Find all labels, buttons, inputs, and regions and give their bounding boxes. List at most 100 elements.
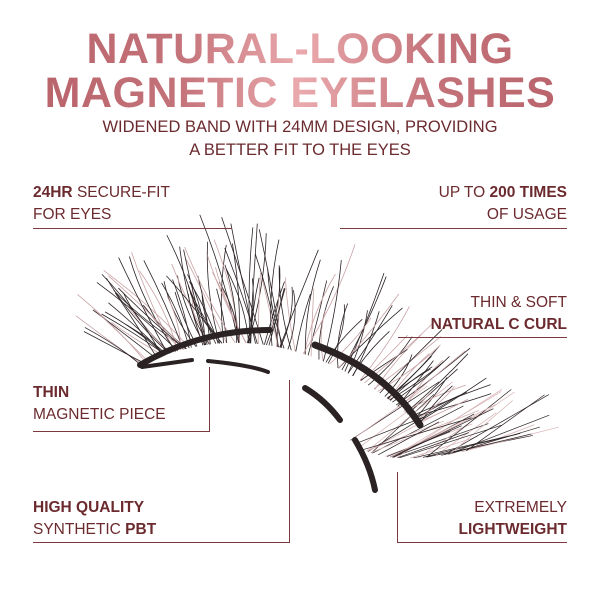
lash-strand <box>261 276 279 348</box>
lash-strand <box>266 267 281 346</box>
lash-strand <box>254 253 279 348</box>
lash-strand <box>426 389 512 458</box>
lash-strand <box>189 290 223 344</box>
subtitle-line-2: A BETTER FIT TO THE EYES <box>189 141 411 159</box>
lash-strand <box>106 277 170 354</box>
divider-line <box>33 228 232 230</box>
lash-strand <box>276 296 280 347</box>
lash-strand <box>268 288 286 346</box>
divider-line <box>398 337 567 339</box>
lash-strand <box>118 287 186 350</box>
lash-strand <box>399 424 502 459</box>
lash-strand <box>131 252 176 352</box>
lash-strand <box>413 433 521 459</box>
magnetic-piece <box>352 437 378 493</box>
lash-strand <box>263 281 285 345</box>
lash-strand <box>310 288 315 357</box>
feature-magnetic: THIN MAGNETIC PIECE <box>33 382 166 426</box>
lash-strand <box>284 277 296 352</box>
lash-strand <box>139 270 178 352</box>
lash-strand <box>352 311 380 377</box>
lash-strand <box>114 292 158 359</box>
feature-material-bold2: PBT <box>125 521 157 538</box>
feature-weight-bold: LIGHTWEIGHT <box>458 521 568 538</box>
lash-strand <box>363 417 472 450</box>
lash-strand <box>224 264 237 343</box>
lash-strand <box>388 353 430 400</box>
lash-strand <box>450 400 513 455</box>
lash-strand <box>327 304 345 364</box>
lash-strand <box>372 405 464 454</box>
feature-curl: THIN & SOFT NATURAL C CURL <box>431 292 567 336</box>
lash-band <box>137 327 273 368</box>
feature-magnetic-line2: MAGNETIC PIECE <box>33 406 166 423</box>
lash-strand <box>303 273 336 355</box>
lash-strand <box>374 334 422 390</box>
lash-strand <box>405 353 469 414</box>
lash-strand <box>103 270 190 349</box>
title-line-2: MAGNETIC EYELASHES <box>0 70 600 116</box>
lash-strand <box>392 391 502 458</box>
lash-strand <box>257 271 261 344</box>
lash-strand <box>101 274 163 357</box>
lash-strand <box>216 288 228 343</box>
feature-weight: EXTREMELY LIGHTWEIGHT <box>459 497 568 541</box>
feature-secure-fit-bold: 24HR <box>33 184 73 201</box>
pointer-line <box>397 472 399 542</box>
lash-strand <box>279 286 293 348</box>
lash-strand <box>392 423 489 458</box>
lash-strand <box>359 392 433 448</box>
divider-line <box>397 542 567 544</box>
feature-usage-text: UP TO <box>438 184 490 201</box>
lash-strand <box>367 336 413 386</box>
lash-strand <box>287 290 296 350</box>
feature-material-text: SYNTHETIC <box>33 521 126 538</box>
feature-curl-bold: NATURAL C CURL <box>430 316 567 333</box>
lash-strand <box>183 249 208 345</box>
lash-strand <box>75 315 143 365</box>
lash-strand <box>270 239 280 346</box>
lash-strand <box>366 381 453 452</box>
magnetic-piece <box>140 358 194 369</box>
lash-strand <box>96 282 178 352</box>
lash-strand <box>83 331 145 364</box>
lash-strand <box>392 408 494 458</box>
lash-strand <box>307 280 328 356</box>
lash-strand <box>367 397 456 452</box>
lash-strand <box>347 310 368 374</box>
lash-strand <box>434 412 497 457</box>
lash-strand <box>417 377 487 423</box>
lash-strand <box>466 394 545 452</box>
lash-strand <box>128 256 176 352</box>
title-line-1: NATURAL-LOOKING <box>0 26 600 72</box>
lash-strand <box>225 268 250 344</box>
lash-strand <box>108 275 186 350</box>
lash-strand <box>218 281 240 343</box>
lash-strand <box>250 277 260 344</box>
feature-magnetic-bold: THIN <box>33 384 70 401</box>
lash-strand <box>449 426 540 455</box>
feature-usage-line2: OF USAGE <box>486 206 567 223</box>
magnetic-piece <box>302 385 343 423</box>
lash-strand <box>224 248 258 344</box>
lash-strand <box>411 393 492 418</box>
lash-strand <box>279 249 319 348</box>
feature-usage: UP TO 200 TIMES OF USAGE <box>439 182 567 226</box>
lash-strand <box>347 305 393 374</box>
lash-band <box>311 341 424 429</box>
lash-strand <box>267 269 285 349</box>
lash-strand <box>360 348 408 381</box>
lash-strand <box>295 293 311 352</box>
lash-strand <box>304 259 321 355</box>
lash-strand <box>461 426 560 453</box>
divider-line <box>340 228 567 230</box>
lash-strand <box>386 368 431 399</box>
lash-strand <box>377 421 440 456</box>
lash-strand <box>318 286 334 360</box>
feature-weight-line1: EXTREMELY <box>474 499 567 516</box>
lash-strand <box>84 327 141 366</box>
lash-strand <box>397 432 469 459</box>
feature-curl-line1: THIN & SOFT <box>470 294 567 311</box>
lash-strand <box>325 319 363 363</box>
